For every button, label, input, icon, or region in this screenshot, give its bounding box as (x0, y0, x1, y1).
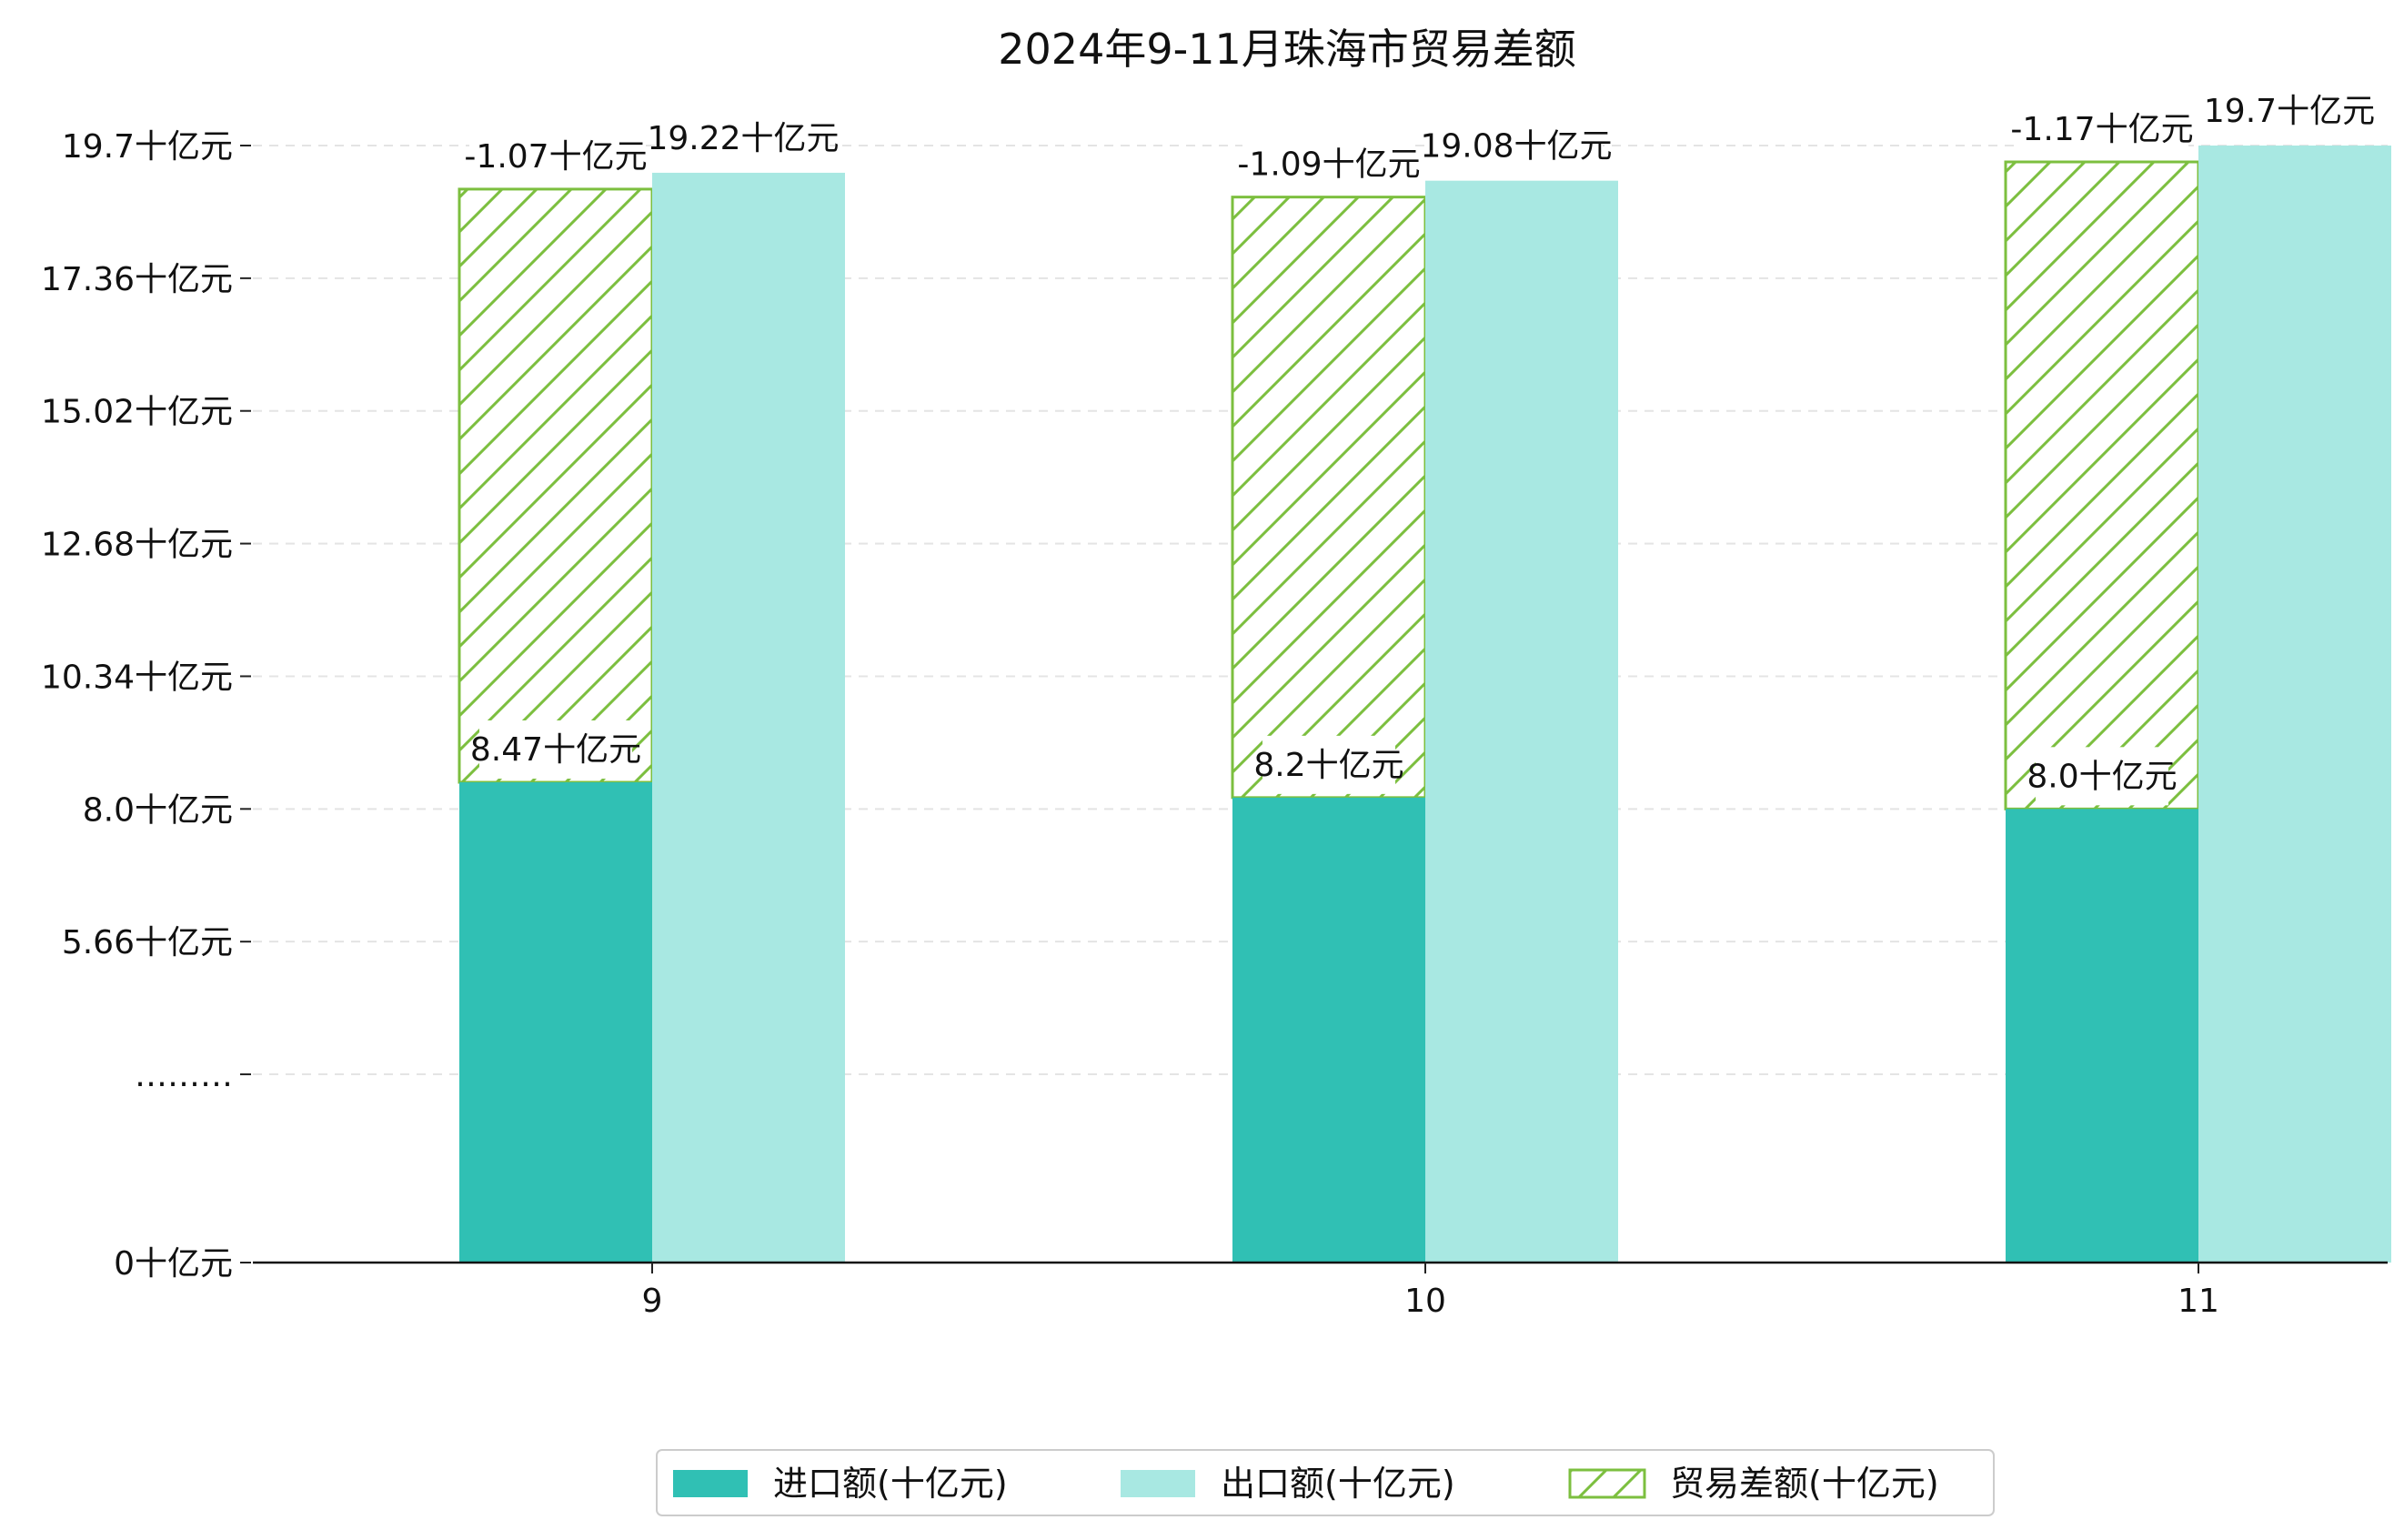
legend-item-import[interactable]: 进口额(十亿元) (673, 1464, 1008, 1504)
bar-export[interactable] (652, 172, 845, 1263)
y-tick-label: ……… (135, 1057, 233, 1094)
legend-box (656, 1449, 1995, 1516)
data-labels: 8.47十亿元19.22十亿元-1.07十亿元8.2十亿元19.08十亿元-1.… (464, 82, 2375, 806)
y-tick-label: 0十亿元 (114, 1245, 233, 1283)
data-label-trade-balance-bg (469, 126, 642, 186)
legend-swatch (1121, 1470, 1195, 1497)
data-label-trade-balance-bg (2016, 100, 2188, 158)
legend-label: 贸易差额(十亿元) (1670, 1464, 1939, 1504)
x-tick-label: 10 (1404, 1283, 1446, 1320)
legend[interactable]: 进口额(十亿元) 出口额(十亿元) 贸易差额(十亿元) (656, 1449, 1995, 1516)
bar-export[interactable] (2198, 146, 2391, 1263)
data-label-export: 19.22十亿元 (647, 120, 839, 157)
bar-trade-balance[interactable] (2004, 160, 2200, 810)
legend-item-trade-balance[interactable]: 贸易差额(十亿元) (1568, 1464, 1939, 1504)
bar-trade-balance[interactable] (458, 187, 654, 784)
data-label-trade-balance: -1.07十亿元 (464, 138, 647, 176)
y-tick-label: 5.66十亿元 (62, 924, 233, 961)
data-label-export: 19.08十亿元 (1420, 128, 1612, 166)
bar-trade-balance[interactable] (1231, 196, 1427, 800)
data-label-import-bg (2036, 747, 2168, 806)
data-label-export-bg (1430, 116, 1603, 176)
legend-label: 出口额(十亿元) (1221, 1464, 1455, 1504)
chart-title: 2024年9-11月珠海市贸易差额 (998, 25, 1575, 74)
y-tick-label: 10.34十亿元 (41, 659, 233, 696)
bar-export[interactable] (1425, 180, 1618, 1263)
data-label-import: 8.47十亿元 (470, 731, 641, 769)
bars (458, 146, 2391, 1263)
legend-label: 进口额(十亿元) (773, 1464, 1008, 1504)
y-tick-label: 19.7十亿元 (62, 128, 233, 166)
data-label-trade-balance-bg (1242, 135, 1415, 194)
y-tick-label: 17.36十亿元 (41, 261, 233, 298)
y-tick-label: 15.02十亿元 (41, 394, 233, 431)
data-label-import: 8.0十亿元 (2027, 758, 2177, 795)
data-label-export-bg (2213, 82, 2366, 140)
data-label-export: 19.7十亿元 (2204, 93, 2375, 130)
bar-import[interactable] (459, 782, 652, 1263)
x-tick-label: 9 (642, 1283, 663, 1320)
x-tick-label: 11 (2178, 1283, 2219, 1320)
data-label-import-bg (1262, 735, 1395, 794)
bar-import[interactable] (2006, 809, 2198, 1263)
data-label-export-bg (657, 108, 830, 167)
data-label-trade-balance: -1.09十亿元 (1237, 146, 1420, 184)
data-label-import-bg (479, 720, 632, 780)
bar-import[interactable] (1232, 797, 1425, 1263)
axes: 0十亿元 ……… 5.66十亿元 8.0十亿元 10.34十亿元 12.68十亿元 15.0… (41, 128, 2388, 1320)
legend-swatch (1568, 1468, 1646, 1499)
data-label-trade-balance: -1.17十亿元 (2010, 111, 2193, 148)
data-label-import: 8.2十亿元 (1253, 747, 1403, 784)
legend-item-export[interactable]: 出口额(十亿元) (1121, 1464, 1455, 1504)
y-tick-label: 8.0十亿元 (83, 791, 233, 829)
legend-swatch (673, 1470, 748, 1497)
y-tick-label: 12.68十亿元 (41, 527, 233, 564)
